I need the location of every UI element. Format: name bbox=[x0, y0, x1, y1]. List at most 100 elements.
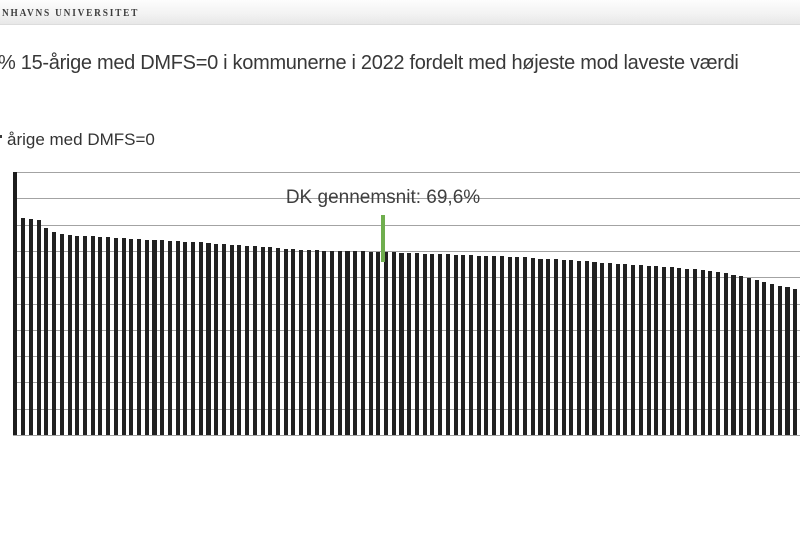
bar bbox=[144, 239, 149, 435]
bar bbox=[538, 258, 543, 435]
bar bbox=[754, 279, 759, 435]
bar bbox=[152, 240, 157, 435]
bar bbox=[345, 251, 350, 435]
bar bbox=[685, 268, 690, 435]
gridline bbox=[13, 172, 800, 173]
bar bbox=[600, 262, 605, 435]
bar bbox=[438, 254, 443, 435]
gridline bbox=[13, 224, 800, 226]
bar bbox=[700, 270, 705, 435]
bar bbox=[337, 251, 342, 435]
gridline bbox=[13, 277, 800, 279]
bar bbox=[360, 251, 365, 435]
bar bbox=[306, 249, 311, 435]
dk-average-marker bbox=[380, 215, 385, 262]
bar bbox=[546, 259, 551, 435]
bar bbox=[692, 269, 697, 435]
bar bbox=[67, 235, 72, 435]
gridline bbox=[13, 408, 800, 410]
bar bbox=[716, 272, 721, 435]
bar bbox=[399, 252, 404, 435]
bar bbox=[137, 239, 142, 435]
bar bbox=[291, 249, 296, 435]
bar bbox=[191, 242, 196, 435]
gridline bbox=[13, 303, 800, 305]
bar bbox=[669, 267, 674, 435]
bar bbox=[268, 247, 273, 435]
bar bbox=[515, 257, 520, 435]
bar bbox=[592, 261, 597, 435]
bar bbox=[484, 255, 489, 435]
bar bbox=[82, 235, 88, 435]
university-wordmark: ENHAVNS UNIVERSITET bbox=[0, 7, 140, 19]
gridline bbox=[13, 198, 800, 200]
bar bbox=[221, 244, 226, 435]
bar bbox=[422, 253, 427, 435]
bar bbox=[631, 264, 636, 435]
bar bbox=[638, 265, 643, 435]
bar bbox=[198, 242, 203, 435]
bar bbox=[252, 246, 257, 435]
bar bbox=[607, 263, 612, 435]
bar bbox=[577, 260, 582, 435]
bar bbox=[214, 243, 219, 435]
bar bbox=[407, 253, 412, 435]
bar bbox=[167, 240, 172, 435]
bar bbox=[98, 236, 103, 435]
bar bbox=[283, 248, 288, 435]
bar bbox=[530, 258, 535, 435]
bar bbox=[661, 266, 667, 435]
bar bbox=[569, 260, 574, 435]
gridline bbox=[13, 382, 800, 384]
bar bbox=[21, 218, 26, 435]
gridline bbox=[13, 329, 800, 331]
bar bbox=[52, 231, 57, 435]
bar bbox=[106, 237, 111, 435]
bar bbox=[553, 259, 558, 435]
bar bbox=[476, 255, 481, 435]
slide-title: % 15-årige med DMFS=0 i kommunerne i 202… bbox=[0, 52, 739, 74]
bar bbox=[229, 244, 234, 435]
dk-average-label: DK gennemsnit: 69,6% bbox=[285, 187, 481, 208]
bar bbox=[59, 234, 64, 435]
bar bbox=[391, 252, 396, 435]
gridline bbox=[13, 435, 800, 436]
bar bbox=[561, 259, 566, 435]
bar bbox=[314, 250, 319, 435]
bar bbox=[368, 251, 373, 435]
bar bbox=[762, 281, 767, 435]
bar bbox=[113, 237, 118, 435]
bar bbox=[206, 243, 211, 435]
chart-axis-title: årige med DMFS=0 bbox=[7, 130, 155, 149]
bar bbox=[654, 266, 659, 435]
bar bbox=[615, 263, 620, 435]
bar bbox=[330, 250, 335, 435]
bar bbox=[731, 274, 736, 435]
gridline bbox=[13, 250, 800, 252]
bar bbox=[623, 264, 628, 435]
bar bbox=[414, 253, 419, 435]
bar bbox=[275, 248, 281, 435]
bar bbox=[245, 245, 250, 435]
bar bbox=[708, 271, 713, 435]
cropped-text-fragment bbox=[0, 135, 2, 138]
university-header-banner: ENHAVNS UNIVERSITET bbox=[0, 0, 800, 25]
bar bbox=[121, 238, 126, 435]
bar bbox=[237, 245, 242, 435]
bar bbox=[260, 246, 265, 435]
bar bbox=[75, 235, 80, 435]
bar bbox=[453, 254, 458, 435]
bar bbox=[523, 257, 528, 435]
bar bbox=[468, 255, 474, 435]
bar bbox=[36, 220, 41, 435]
bar bbox=[384, 252, 389, 435]
bar bbox=[183, 241, 188, 435]
bar bbox=[739, 276, 744, 435]
bar bbox=[646, 265, 651, 435]
bar bbox=[430, 253, 435, 435]
bar bbox=[793, 289, 798, 435]
bar bbox=[44, 227, 49, 435]
bar bbox=[492, 256, 497, 435]
bar bbox=[353, 251, 358, 435]
bar bbox=[770, 283, 775, 435]
